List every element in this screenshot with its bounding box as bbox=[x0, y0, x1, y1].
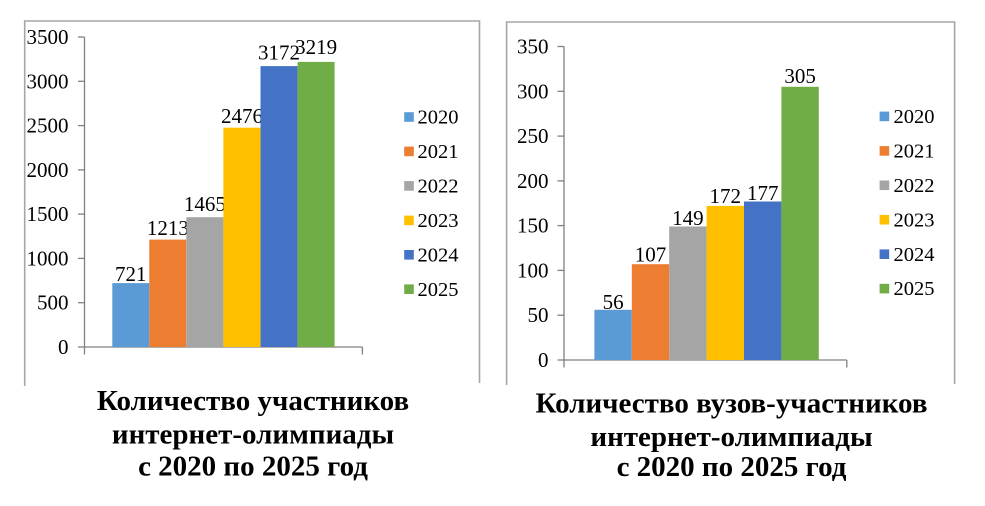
svg-text:1500: 1500 bbox=[27, 202, 69, 226]
svg-text:2022: 2022 bbox=[894, 175, 935, 197]
svg-text:149: 149 bbox=[672, 206, 704, 230]
svg-text:1000: 1000 bbox=[27, 246, 69, 270]
svg-text:721: 721 bbox=[115, 262, 147, 286]
svg-text:300: 300 bbox=[517, 79, 549, 103]
svg-text:0: 0 bbox=[538, 348, 549, 372]
svg-text:2021: 2021 bbox=[418, 141, 459, 163]
svg-text:172: 172 bbox=[710, 184, 742, 208]
svg-text:177: 177 bbox=[747, 181, 779, 205]
svg-text:50: 50 bbox=[528, 303, 549, 327]
svg-text:Количество вузов-участников: Количество вузов-участников bbox=[536, 388, 928, 420]
svg-text:с 2020 по 2025 год: с 2020 по 2025 год bbox=[138, 451, 368, 483]
svg-text:2021: 2021 bbox=[894, 141, 935, 163]
svg-text:с 2020 по 2025 год: с 2020 по 2025 год bbox=[617, 451, 847, 483]
svg-text:Количество участников: Количество участников bbox=[97, 385, 409, 417]
svg-text:3172: 3172 bbox=[258, 40, 300, 64]
svg-text:2500: 2500 bbox=[27, 114, 69, 138]
svg-text:500: 500 bbox=[37, 291, 69, 315]
svg-text:1465: 1465 bbox=[184, 192, 226, 216]
svg-text:2022: 2022 bbox=[418, 176, 459, 198]
svg-text:350: 350 bbox=[517, 35, 549, 59]
svg-text:2025: 2025 bbox=[894, 278, 935, 300]
svg-text:2020: 2020 bbox=[418, 107, 459, 129]
svg-text:250: 250 bbox=[517, 124, 549, 148]
svg-text:3219: 3219 bbox=[295, 35, 337, 59]
svg-text:56: 56 bbox=[603, 290, 624, 314]
svg-text:2023: 2023 bbox=[418, 210, 459, 232]
svg-text:305: 305 bbox=[784, 64, 816, 88]
svg-text:150: 150 bbox=[517, 214, 549, 238]
svg-text:3000: 3000 bbox=[27, 69, 69, 93]
svg-text:2024: 2024 bbox=[418, 244, 459, 266]
svg-text:2023: 2023 bbox=[894, 209, 935, 231]
svg-text:100: 100 bbox=[517, 258, 549, 282]
svg-text:1213: 1213 bbox=[147, 216, 189, 240]
svg-text:3500: 3500 bbox=[27, 25, 69, 49]
svg-text:200: 200 bbox=[517, 169, 549, 193]
svg-text:2000: 2000 bbox=[27, 158, 69, 182]
svg-text:2025: 2025 bbox=[418, 279, 459, 301]
svg-text:107: 107 bbox=[635, 243, 667, 267]
svg-text:2020: 2020 bbox=[894, 106, 935, 128]
svg-text:интернет-олимпиады: интернет-олимпиады bbox=[112, 419, 394, 451]
svg-text:0: 0 bbox=[58, 335, 69, 359]
svg-text:2024: 2024 bbox=[894, 244, 935, 266]
svg-text:интернет-олимпиады: интернет-олимпиады bbox=[590, 421, 872, 453]
svg-text:2476: 2476 bbox=[221, 104, 263, 128]
